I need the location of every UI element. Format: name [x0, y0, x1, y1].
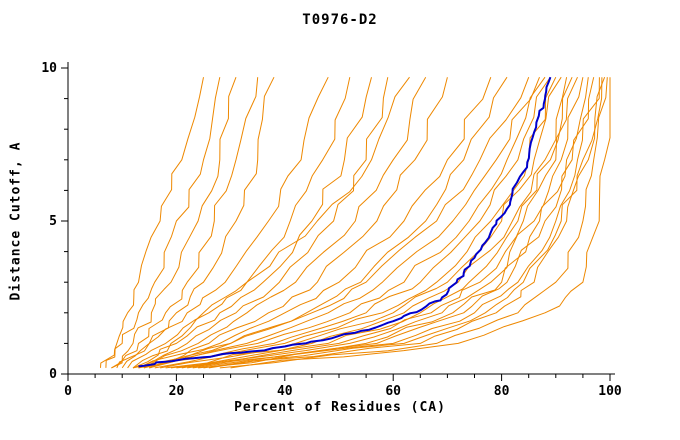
curve-model-16: [138, 77, 540, 369]
curve-model-01: [100, 77, 204, 368]
x-tick-label: 20: [169, 384, 185, 399]
curve-model-23: [176, 76, 578, 369]
curve-model-09: [138, 77, 389, 369]
axes: [61, 62, 615, 381]
tick-labels: 0 20 40 60 80 100 0 5 10: [41, 61, 622, 399]
x-tick-label: 100: [598, 384, 622, 399]
curve-model-25: [187, 77, 589, 369]
y-tick-label: 10: [41, 61, 57, 76]
curve-model-10: [132, 76, 410, 369]
curve-model-22: [170, 76, 573, 369]
curve-model-13: [138, 77, 492, 369]
curve-model-31: [230, 77, 611, 369]
curve-model-29: [208, 77, 606, 369]
curve-model-15: [132, 77, 530, 369]
curve-model-18: [149, 76, 551, 369]
curve-model-28: [203, 77, 603, 369]
curve-model-30: [219, 77, 608, 369]
curve-model-27: [198, 77, 600, 369]
y-tick-label: 5: [49, 214, 57, 229]
curve-model-02: [105, 77, 221, 368]
curve-model-20: [160, 76, 562, 369]
curve-model-17: [143, 76, 546, 369]
x-axis-label: Percent of Residues (CA): [234, 400, 446, 415]
curve-model-08: [132, 77, 372, 369]
curve-model-11: [143, 76, 427, 369]
curve-model-06: [116, 76, 329, 369]
x-tick-label: 80: [494, 384, 510, 399]
curve-model-24: [181, 77, 584, 369]
y-tick-label: 0: [49, 367, 57, 382]
curve-model-04: [111, 77, 259, 369]
curve-model-03: [111, 77, 237, 369]
x-tick-label: 40: [277, 384, 293, 399]
curve-model-26: [192, 77, 595, 369]
chart-title: T0976-D2: [302, 12, 378, 28]
x-tick-label: 0: [64, 384, 72, 399]
curve-model-12: [149, 77, 448, 369]
curve-model-21: [165, 77, 568, 369]
x-tick-label: 60: [385, 384, 401, 399]
curve-highlighted-model: [138, 76, 552, 368]
